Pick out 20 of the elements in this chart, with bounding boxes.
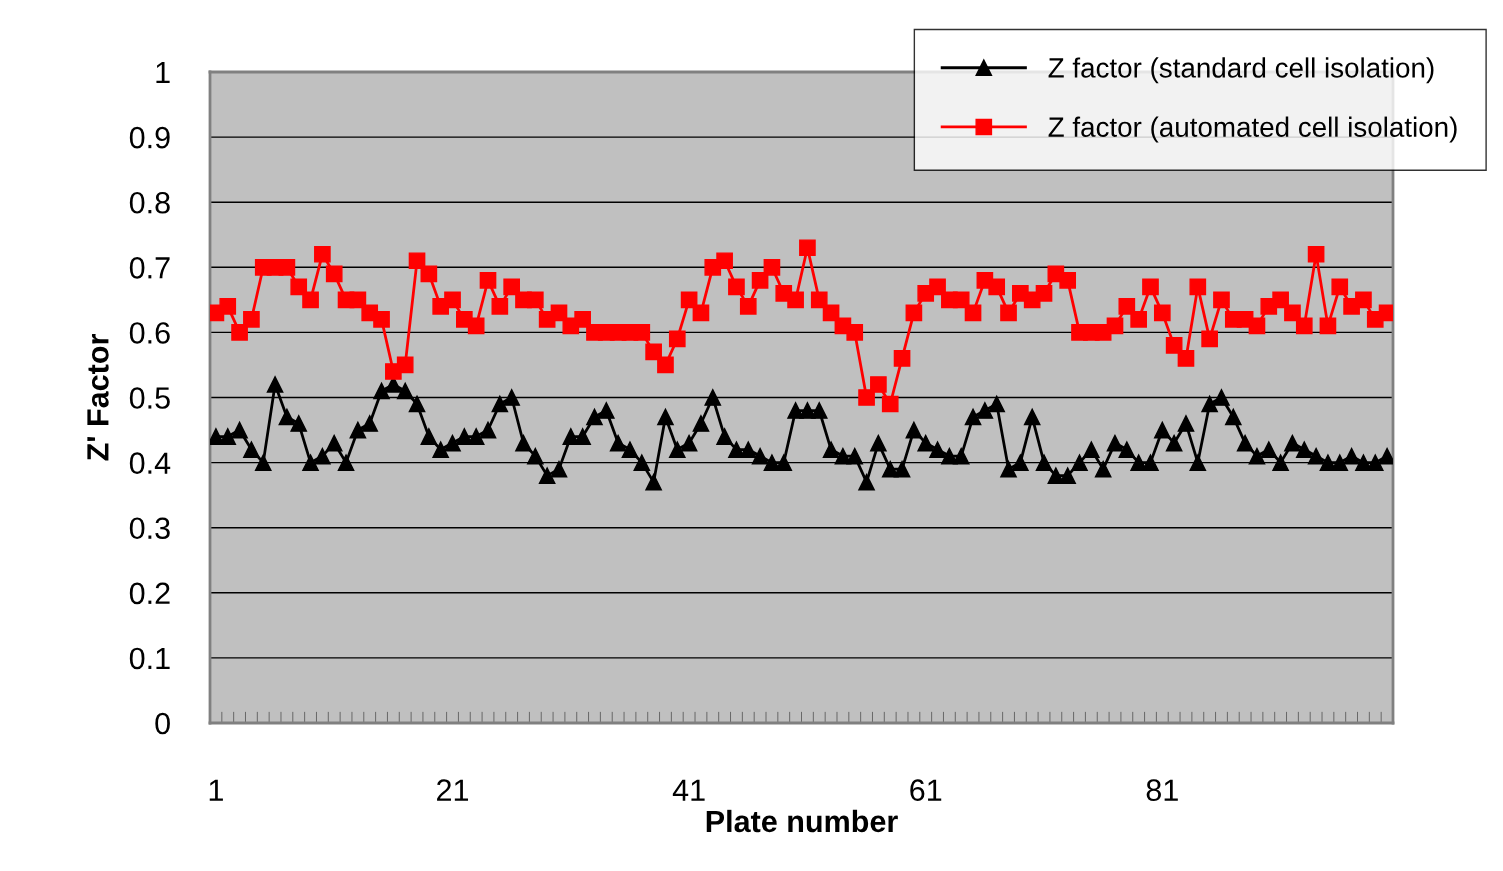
y-tick-label: 0.1 bbox=[129, 647, 170, 670]
y-tick-label: 0.7 bbox=[129, 257, 170, 279]
x-axis-title: Plate number bbox=[706, 809, 898, 833]
y-tick-label: 1 bbox=[156, 62, 170, 84]
x-tick-label: 61 bbox=[910, 779, 942, 801]
y-tick-label: 0.9 bbox=[129, 126, 170, 149]
y-tick-label: 0.4 bbox=[129, 452, 171, 474]
legend-label: Z factor (automated cell isolation) bbox=[1048, 116, 1457, 143]
y-tick-label: 0.6 bbox=[129, 322, 170, 344]
y-tick-label: 0.8 bbox=[129, 191, 170, 214]
legend-label: Z factor (standard cell isolation) bbox=[1048, 57, 1434, 84]
x-tick-label: 81 bbox=[1146, 779, 1178, 801]
y-tick-label: 0.5 bbox=[129, 387, 170, 409]
y-tick-label: 0.2 bbox=[129, 582, 170, 605]
x-tick-label: 21 bbox=[437, 779, 469, 801]
y-axis-title: Z' Factor bbox=[87, 334, 109, 461]
y-tick-label: 0 bbox=[155, 712, 170, 735]
y-tick-label: 0.3 bbox=[129, 517, 170, 540]
x-tick-label: 41 bbox=[672, 779, 705, 801]
x-tick-label: 1 bbox=[209, 779, 223, 801]
